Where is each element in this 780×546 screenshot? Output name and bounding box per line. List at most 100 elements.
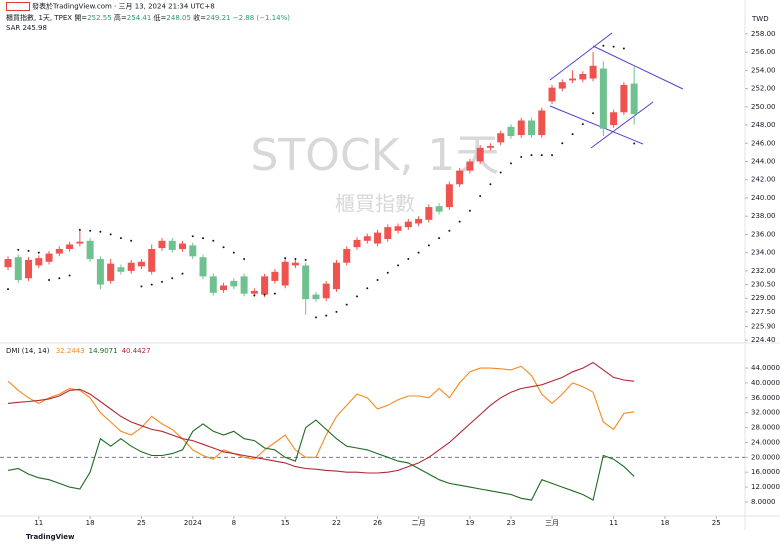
y-tick-label: 227.50 (751, 308, 776, 316)
candle-body (404, 221, 412, 228)
candle-body (415, 218, 423, 224)
y-tick-label: 252.00 (751, 85, 776, 93)
sar-dot (130, 239, 133, 242)
footer-logo: TradingView (26, 533, 75, 541)
sar-name: SAR (6, 24, 21, 32)
sar-dot (7, 288, 10, 291)
x-tick-label: 22 (332, 519, 341, 527)
sar-dot (171, 277, 174, 280)
sar-dot (140, 285, 143, 288)
sar-dot (335, 310, 338, 313)
y-tick-label: 250.00 (751, 103, 776, 111)
x-tick-label: 18 (660, 519, 669, 527)
y-tick-label: 224.40 (751, 336, 776, 344)
sar-dot (468, 209, 471, 212)
candle-body (435, 206, 443, 212)
y-tick-label: 12.0000 (751, 483, 780, 491)
sar-dot (37, 251, 40, 254)
sar-dot (263, 293, 266, 296)
sar-dot (17, 248, 20, 251)
sar-dot (243, 258, 246, 261)
candle-body (189, 245, 197, 257)
trend-line (590, 101, 654, 149)
candle-body (538, 110, 546, 136)
sar-dot (397, 264, 400, 267)
candle-body (425, 207, 433, 220)
sar-dot (479, 195, 482, 198)
dmi-values: 32.2443 14.9071 40.4427 (52, 347, 151, 355)
candle-body (271, 271, 279, 281)
x-tick-label: 26 (373, 519, 382, 527)
candle-body (343, 249, 351, 263)
candle-body (25, 259, 33, 279)
candle-body (281, 261, 289, 286)
candle-body (363, 236, 371, 241)
x-tick-label: 19 (465, 519, 474, 527)
candle-body (86, 240, 94, 260)
sar-dot (160, 280, 163, 283)
x-tick-label: 15 (281, 519, 290, 527)
dmi-line: DMI (14, 14) 32.2443 14.9071 40.4427 (6, 347, 151, 356)
sar-dot (540, 154, 543, 157)
sar-dot (119, 237, 122, 240)
sar-dot (592, 112, 595, 115)
candle-body (589, 65, 597, 79)
candle-body (261, 276, 269, 295)
candle-body (127, 262, 135, 271)
candle-body (353, 239, 361, 248)
candle-body (569, 78, 577, 81)
sar-dot (273, 292, 276, 295)
sar-dot (58, 277, 61, 280)
y-tick-label: 244.00 (751, 158, 776, 166)
x-tick-label: 25 (137, 519, 146, 527)
y-tick-label: 28.0000 (751, 424, 780, 432)
x-tick-label: 二月 (412, 519, 426, 527)
logo-box (6, 2, 30, 11)
sar-dot (489, 183, 492, 186)
sar-value: 245.98 (22, 24, 47, 32)
sar-dot (448, 229, 451, 232)
sar-dot (622, 47, 625, 50)
candle-body (507, 126, 515, 136)
sar-dot (602, 44, 605, 47)
sar-dot (417, 251, 420, 254)
sar-dot (181, 272, 184, 275)
sar-dot (212, 239, 215, 242)
dmi-title: DMI (14, 14) (6, 347, 50, 355)
candle-body (168, 240, 176, 250)
symbol: 櫃買指數, 1天, TPEX (6, 14, 73, 22)
sar-dot (99, 230, 102, 233)
sar-dot (386, 271, 389, 274)
y-tick-label: 32.0000 (751, 409, 780, 417)
y-tick-label: 20.0000 (751, 453, 780, 461)
y-tick-label: 44.0000 (751, 364, 780, 372)
y-tick-label: 248.00 (751, 121, 776, 129)
candle-body (76, 241, 84, 244)
currency-label: TWD (751, 15, 769, 23)
sar-dot (407, 258, 410, 261)
candle-body (517, 120, 525, 136)
sar-dot (314, 316, 317, 319)
sar-dot (222, 246, 225, 249)
y-tick-label: 8.0000 (751, 498, 776, 506)
y-tick-label: 236.00 (751, 230, 776, 238)
sar-dot (376, 279, 379, 282)
y-tick-label: 230.50 (751, 281, 776, 289)
sar-dot (499, 171, 502, 174)
sar-dot (48, 279, 51, 282)
y-tick-label: 234.00 (751, 249, 776, 257)
x-tick-label: 23 (507, 519, 516, 527)
candle-body (476, 147, 484, 162)
watermark-subtitle: 櫃買指數 (335, 192, 415, 216)
candle-body (548, 87, 556, 102)
y-tick-label: 232.00 (751, 267, 776, 275)
x-tick-label: 8 (232, 519, 236, 527)
sar-dot (150, 283, 153, 286)
sar-dot (356, 295, 359, 298)
open-value: 252.55 (87, 14, 112, 22)
candle-body (4, 259, 12, 268)
y-tick-label: 256.00 (751, 48, 776, 56)
sar-dot (232, 251, 235, 254)
sar-dot (202, 237, 205, 240)
